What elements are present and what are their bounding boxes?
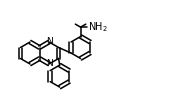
Text: N: N — [46, 37, 52, 47]
Text: NH$_2$: NH$_2$ — [88, 20, 108, 34]
Text: N: N — [46, 60, 52, 68]
